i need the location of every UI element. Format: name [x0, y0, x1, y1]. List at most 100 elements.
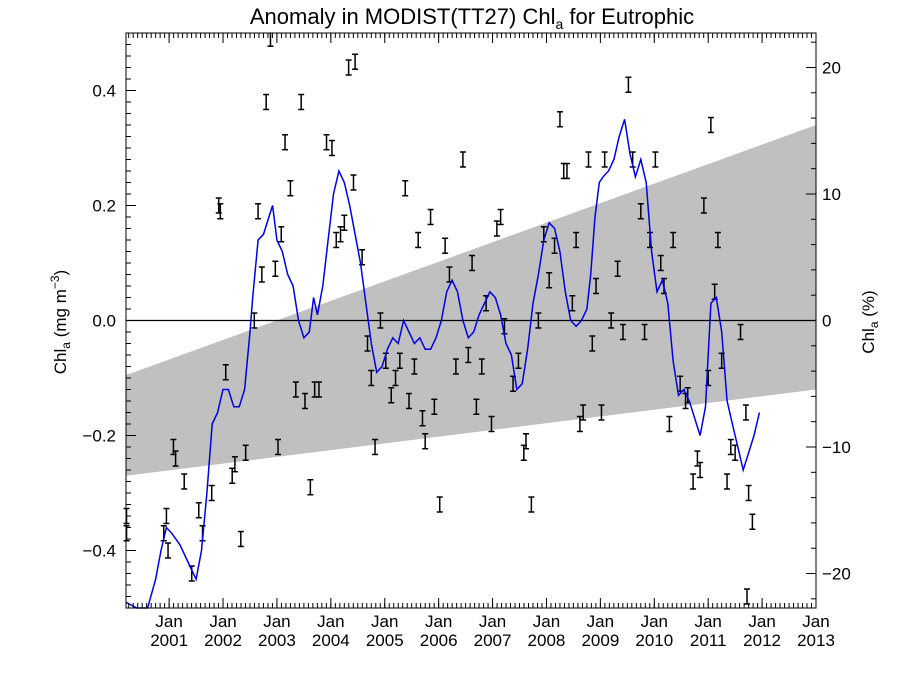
errorbar-point	[515, 352, 522, 369]
errorbar-point	[742, 404, 749, 421]
errorbar-point	[396, 352, 403, 369]
errorbar-point	[436, 496, 443, 513]
errorbar-point	[123, 525, 130, 542]
errorbar-point	[275, 438, 282, 456]
errorbar-point	[368, 369, 375, 387]
errorbar-point	[287, 180, 294, 197]
errorbar-point	[744, 588, 750, 605]
errorbar-point	[593, 277, 600, 295]
errorbar-point	[419, 410, 426, 427]
x-tick-month-label: Jan	[587, 612, 614, 631]
errorbar-point	[242, 444, 249, 461]
errorbar-point	[749, 513, 756, 530]
x-tick-year-label: 2011	[690, 631, 727, 650]
x-tick-month-label: Jan	[263, 612, 290, 631]
chart-title-suffix: for Eutrophic	[563, 4, 694, 29]
errorbar-point	[737, 323, 744, 341]
errorbar-point	[208, 484, 215, 502]
errorbar-point	[337, 226, 344, 243]
errorbar-point	[497, 208, 504, 226]
axis-ticks: Jan2001Jan2002Jan2003Jan2004Jan2005Jan20…	[82, 32, 851, 650]
errorbar-point	[323, 134, 330, 151]
y-right-label-main: Chl	[859, 328, 878, 354]
errorbar-point	[601, 151, 608, 168]
trend-band	[126, 125, 816, 476]
errorbar-point	[377, 312, 384, 329]
errorbar-point	[465, 346, 472, 364]
x-tick-year-label: 2003	[258, 631, 296, 650]
x-tick-year-label: 2006	[420, 631, 458, 650]
x-tick-month-label: Jan	[694, 612, 721, 631]
x-tick-month-label: Jan	[802, 612, 829, 631]
errorbar-point	[163, 507, 170, 525]
x-tick-year-label: 2001	[150, 631, 188, 650]
errorbar-point	[690, 473, 697, 490]
errorbar-point	[307, 479, 314, 496]
y-axis-right-label: Chla (%)	[859, 290, 881, 353]
errorbar-point	[620, 323, 627, 341]
errorbar-point	[493, 220, 500, 237]
x-tick-year-label: 2002	[204, 631, 242, 650]
x-tick-month-label: Jan	[371, 612, 398, 631]
errorbar-point	[352, 53, 359, 70]
errorbar-point	[652, 151, 659, 168]
errorbar-point	[697, 461, 704, 479]
errorbar-point	[255, 203, 262, 220]
errorbar-point	[535, 312, 542, 329]
errorbar-point	[251, 312, 258, 329]
x-tick-month-label: Jan	[748, 612, 775, 631]
errorbar-point	[641, 323, 648, 341]
errorbar-point	[222, 364, 229, 381]
errorbar-point	[272, 260, 279, 277]
errorbar-point	[546, 272, 553, 289]
x-tick-year-label: 2012	[743, 631, 781, 650]
errorbar-point	[172, 450, 179, 467]
errorbar-point	[580, 404, 587, 421]
y-left-tick-label: 0.2	[92, 197, 116, 216]
errorbar-point	[345, 59, 352, 76]
errorbar-point	[560, 162, 567, 180]
errorbar-point	[217, 203, 224, 220]
errorbar-point	[431, 398, 438, 415]
errorbar-point	[258, 266, 265, 283]
x-tick-year-label: 2009	[581, 631, 619, 650]
x-tick-year-label: 2010	[635, 631, 673, 650]
y-left-tick-label: −0.4	[82, 542, 116, 561]
chart-title-sub: a	[555, 16, 563, 32]
errorbar-point	[745, 484, 752, 502]
x-tick-year-label: 2008	[528, 631, 566, 650]
errorbar-point	[427, 208, 434, 226]
x-tick-month-label: Jan	[533, 612, 560, 631]
y-right-tick-label: 10	[822, 185, 841, 204]
x-tick-month-label: Jan	[479, 612, 506, 631]
errorbar-point	[301, 392, 308, 410]
x-tick-month-label: Jan	[155, 612, 182, 631]
y-right-tick-label: −10	[822, 438, 851, 457]
errorbar-point	[402, 180, 409, 197]
y-left-label-main: Chl	[51, 349, 70, 375]
errorbar-point	[585, 151, 592, 168]
chart-title-main: Anomaly in MODIST(TT27) Chl	[250, 4, 556, 29]
errorbar-point	[333, 231, 340, 249]
errorbar-point	[700, 197, 707, 214]
errorbar-point	[406, 392, 413, 410]
errorbar-point	[452, 358, 459, 375]
errorbar-point	[415, 231, 422, 249]
errorbar-point	[614, 260, 621, 277]
y-left-label-close: )	[51, 270, 70, 276]
errorbar-point	[657, 254, 664, 272]
errorbar-point	[231, 456, 238, 473]
errorbar-point	[392, 369, 399, 387]
errorbar-point	[315, 381, 322, 398]
errorbar-point	[372, 438, 379, 456]
errorbar-point	[569, 295, 576, 312]
y-left-label-rest: (mg m	[51, 289, 70, 342]
errorbar-point	[637, 203, 644, 220]
errorbar-point	[350, 174, 357, 191]
errorbar-point	[563, 162, 570, 180]
plot-area	[123, 32, 817, 609]
errorbar-point	[292, 381, 299, 398]
x-tick-month-label: Jan	[209, 612, 236, 631]
y-right-tick-label: 0	[822, 312, 831, 331]
errorbar-point	[625, 76, 632, 93]
